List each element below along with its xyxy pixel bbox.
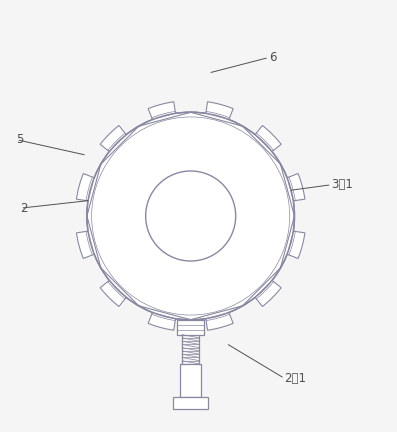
Polygon shape — [77, 216, 101, 268]
Polygon shape — [281, 216, 305, 268]
Text: 6: 6 — [269, 51, 276, 64]
Polygon shape — [100, 268, 139, 306]
Text: 2．1: 2．1 — [285, 372, 306, 385]
Polygon shape — [243, 268, 281, 306]
Polygon shape — [77, 164, 101, 216]
Polygon shape — [100, 126, 139, 164]
Polygon shape — [139, 102, 191, 126]
Polygon shape — [243, 126, 281, 164]
Polygon shape — [191, 306, 243, 330]
Polygon shape — [139, 306, 191, 330]
Bar — [173, 397, 208, 409]
Bar — [181, 364, 201, 397]
Text: 5: 5 — [17, 133, 24, 146]
Text: 2: 2 — [20, 202, 28, 215]
Circle shape — [146, 171, 236, 261]
Text: 3．1: 3．1 — [331, 178, 353, 191]
Circle shape — [87, 112, 295, 320]
Polygon shape — [191, 102, 243, 126]
Polygon shape — [177, 320, 204, 335]
Polygon shape — [281, 164, 305, 216]
